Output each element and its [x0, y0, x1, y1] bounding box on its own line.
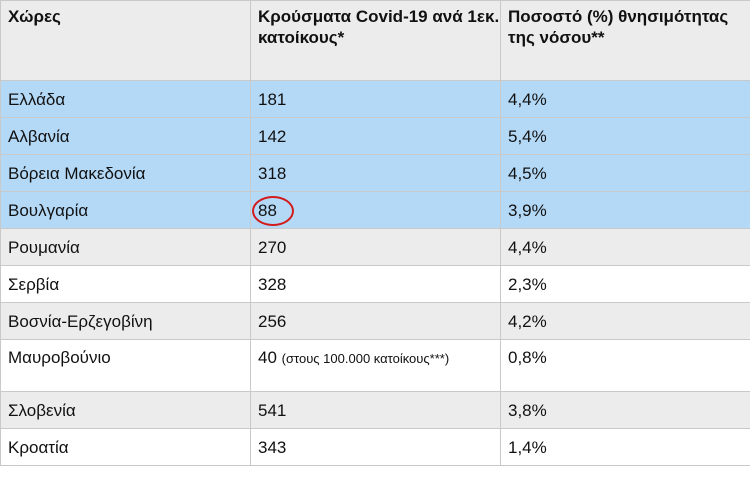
cases-value: 40 — [258, 348, 277, 367]
cases-cell: 256 — [250, 302, 501, 340]
table-header-row: Χώρες Κρούσματα Covid-19 ανά 1εκ. κατοίκ… — [0, 0, 750, 81]
header-countries: Χώρες — [0, 0, 251, 81]
cases-cell: 270 — [250, 228, 501, 266]
cases-cell: 328 — [250, 265, 501, 303]
country-cell: Κροατία — [0, 428, 251, 466]
table-row: Κροατία 343 1,4% — [0, 428, 750, 466]
cases-cell: 142 — [250, 117, 501, 155]
table-row: Αλβανία 142 5,4% — [0, 117, 750, 155]
country-cell: Βόρεια Μακεδονία — [0, 154, 251, 192]
table-row: Σλοβενία 541 3,8% — [0, 391, 750, 429]
covid-balkans-table: Χώρες Κρούσματα Covid-19 ανά 1εκ. κατοίκ… — [0, 0, 750, 466]
cases-cell: 541 — [250, 391, 501, 429]
cases-note: (στους 100.000 κατοίκους***) — [281, 351, 450, 366]
mortality-cell: 4,4% — [500, 80, 750, 118]
mortality-cell: 0,8% — [500, 339, 750, 392]
country-cell: Ρουμανία — [0, 228, 251, 266]
cases-cell: 40 (στους 100.000 κατοίκους***) — [250, 339, 501, 392]
table-row: Μαυροβούνιο 40 (στους 100.000 κατοίκους*… — [0, 339, 750, 392]
cases-cell: 181 — [250, 80, 501, 118]
cases-cell: 318 — [250, 154, 501, 192]
table-row: Ελλάδα 181 4,4% — [0, 80, 750, 118]
table-row: Ρουμανία 270 4,4% — [0, 228, 750, 266]
country-cell: Σερβία — [0, 265, 251, 303]
mortality-cell: 1,4% — [500, 428, 750, 466]
mortality-cell: 4,4% — [500, 228, 750, 266]
red-circle-highlight: 88 — [252, 195, 294, 226]
table-row: Βοσνία-Ερζεγοβίνη 256 4,2% — [0, 302, 750, 340]
country-cell: Ελλάδα — [0, 80, 251, 118]
mortality-cell: 5,4% — [500, 117, 750, 155]
country-cell: Αλβανία — [0, 117, 251, 155]
country-cell: Μαυροβούνιο — [0, 339, 251, 392]
country-cell: Βοσνία-Ερζεγοβίνη — [0, 302, 251, 340]
mortality-cell: 4,2% — [500, 302, 750, 340]
table-row: Σερβία 328 2,3% — [0, 265, 750, 303]
table-row: Βόρεια Μακεδονία 318 4,5% — [0, 154, 750, 192]
country-cell: Σλοβενία — [0, 391, 251, 429]
cases-cell: 88 — [250, 191, 501, 229]
mortality-cell: 2,3% — [500, 265, 750, 303]
mortality-cell: 3,9% — [500, 191, 750, 229]
cases-cell: 343 — [250, 428, 501, 466]
table-row: Βουλγαρία 88 3,9% — [0, 191, 750, 229]
country-cell: Βουλγαρία — [0, 191, 251, 229]
mortality-cell: 3,8% — [500, 391, 750, 429]
header-mortality: Ποσοστό (%) θνησιμότητας της νόσου** — [500, 0, 750, 81]
mortality-cell: 4,5% — [500, 154, 750, 192]
header-cases: Κρούσματα Covid-19 ανά 1εκ. κατοίκους* — [250, 0, 501, 81]
